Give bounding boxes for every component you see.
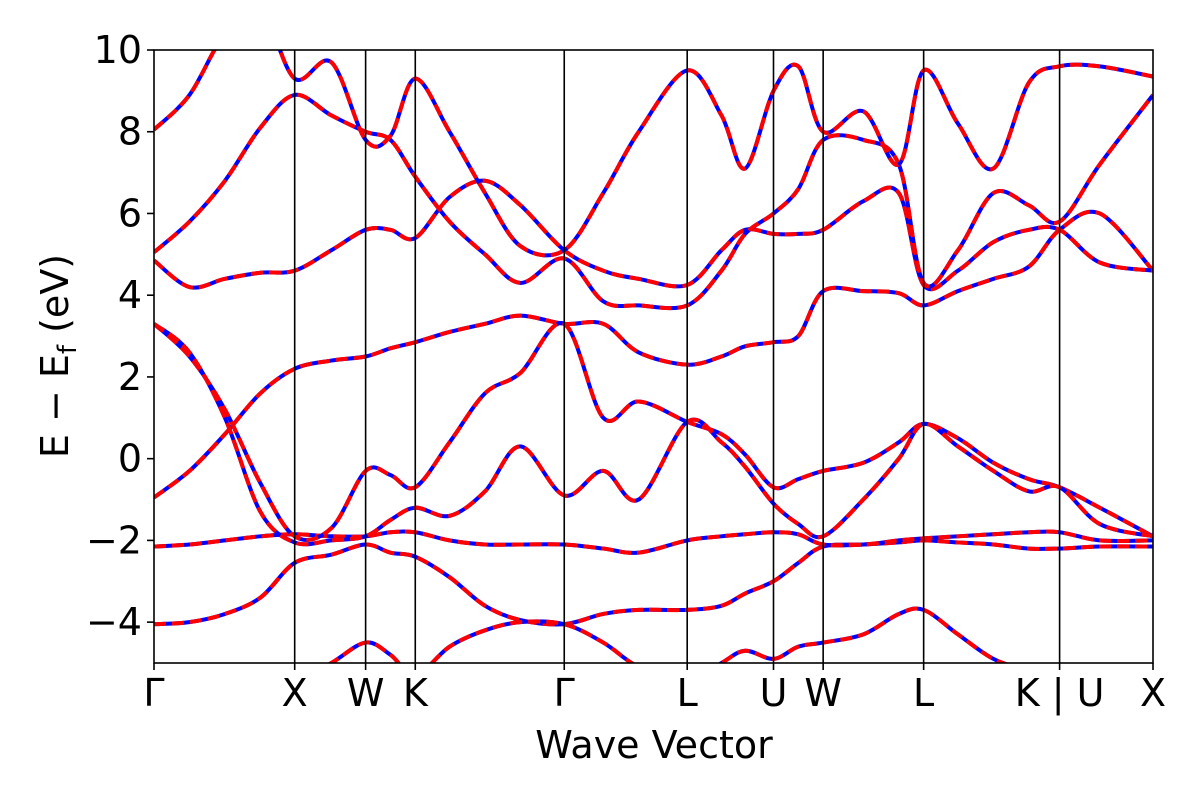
x-tick-label: X (1140, 671, 1166, 715)
y-axis-label: E − Ef (eV) (33, 254, 83, 458)
y-axis-label-unit: (eV) (33, 254, 77, 345)
band-2-dashed-line (154, 529, 1153, 555)
y-tick-label: 6 (118, 191, 142, 235)
x-tick-label: X (282, 671, 308, 715)
x-tick-label: K | U (1015, 671, 1105, 716)
band-9-dashed-line (327, 606, 1010, 663)
x-tick-label: K (403, 671, 429, 715)
y-tick-label: 4 (118, 273, 142, 317)
kpoint-divider-lines (293, 50, 1061, 663)
x-tick-label: Γ (143, 671, 164, 715)
y-tick-label: 10 (94, 28, 142, 72)
band-5-dashed-line (154, 322, 1153, 547)
plot-frame (153, 49, 1154, 664)
band-1-dashed-line (154, 538, 1153, 627)
x-tick-label: L (913, 671, 934, 715)
band-6-dashed-line (154, 178, 1153, 292)
y-tick-label: 8 (118, 110, 142, 154)
x-tick-label: W (347, 671, 385, 715)
x-tick-label: L (677, 671, 698, 715)
y-axis-label-subscript: f (53, 344, 83, 354)
y-axis-ticks: −4 −2 0 2 4 6 8 10 (86, 28, 154, 644)
y-tick-label: 2 (118, 355, 142, 399)
y-tick-label: 0 (118, 437, 142, 481)
x-tick-label: Γ (554, 671, 575, 715)
x-tick-label: U (760, 671, 788, 715)
y-axis-label-main: E − E (33, 354, 77, 458)
band-3-dashed-line (154, 209, 1153, 500)
band-8-dashed-line (154, 50, 1153, 258)
band-4-dashed-line (154, 321, 1153, 542)
x-tick-label: W (804, 671, 842, 715)
x-axis-label: Wave Vector (535, 723, 773, 767)
y-tick-label: −4 (86, 600, 142, 644)
y-tick-label: −2 (86, 518, 142, 562)
